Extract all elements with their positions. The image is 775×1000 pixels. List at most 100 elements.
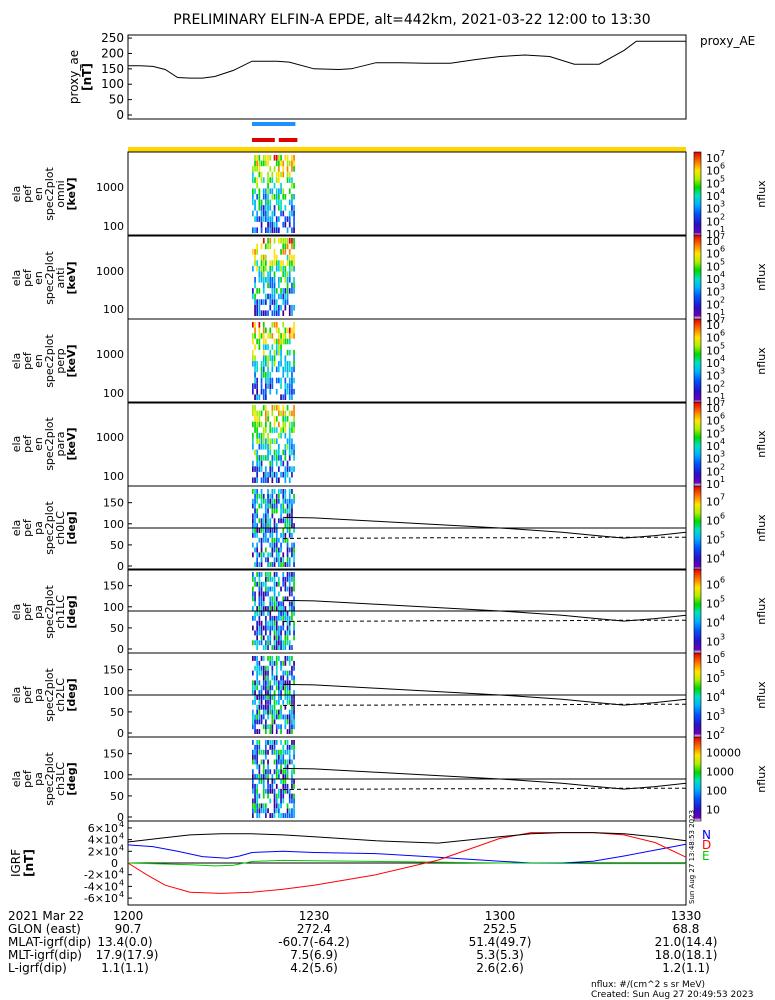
spectrogram-cell (280, 471, 282, 478)
energy-panel-anti: ela pef en spec2plot anti [keV] 1000 100 (10, 234, 687, 320)
spectrogram-cell (271, 460, 274, 467)
spectrogram-cell (284, 724, 287, 730)
spectrogram-cell (269, 690, 272, 695)
spectrogram-cell (258, 769, 261, 775)
pa-ytick-label: 0 (117, 643, 124, 656)
spectrogram-cell (280, 513, 282, 519)
spectrogram-cell (280, 680, 282, 686)
spectrogram-cell (267, 611, 269, 616)
spectrogram-cell (262, 299, 265, 305)
spectrogram-cell (258, 155, 261, 161)
spectrogram-cell (293, 576, 295, 582)
spectrogram-cell (288, 562, 291, 567)
spectrogram-cell (254, 729, 256, 734)
spectrogram-cell (286, 508, 289, 514)
spectrogram-cell (262, 645, 265, 650)
spectrogram-cell (258, 665, 261, 671)
colorbar-tick-label: 10 (706, 311, 720, 324)
spectrogram-cell (273, 503, 276, 509)
footer-val: 21.0(14.4) (655, 935, 718, 949)
spectrogram-cell (278, 405, 280, 411)
pa-ylabel-4: spec2plot (43, 668, 56, 722)
spectrogram-cell (271, 293, 274, 300)
spectrogram-cell (284, 774, 287, 779)
spectrogram-cell (267, 221, 269, 228)
spectrogram-cell (288, 377, 291, 384)
spectrogram-cell (275, 523, 278, 528)
spectrogram-cell (284, 432, 287, 439)
igrf-ytick-label: -2×10 (84, 869, 118, 882)
spectrogram-cell (282, 528, 285, 533)
spectrogram-cell (280, 155, 282, 161)
spectrogram-cell (269, 740, 272, 745)
spectrogram-cell (256, 523, 258, 528)
spectrogram-cell (260, 670, 263, 676)
spectrogram-cell (252, 477, 254, 483)
spectrogram-cell (286, 271, 289, 277)
spectrogram-cell (278, 759, 280, 765)
spectrogram-cell (293, 349, 295, 356)
spectrogram-cell (288, 670, 291, 676)
spectrogram-cell (282, 405, 285, 411)
spectrogram-cell (252, 640, 254, 646)
spectrogram-cell (284, 586, 287, 592)
spectrogram-cell (282, 670, 285, 676)
colorbar-tick-exponent: 4 (720, 614, 725, 623)
spectrogram-cell (269, 744, 272, 750)
spectrogram-cell (269, 523, 272, 528)
spectrogram-cell (271, 322, 274, 328)
spectrogram-cell (275, 503, 278, 509)
spectrogram-cell (278, 808, 280, 814)
spectrogram-cell (267, 182, 269, 189)
spectrogram-cell (256, 788, 258, 794)
spectrogram-cell (254, 774, 256, 779)
colorbar-tick-label: 10 (706, 402, 720, 415)
spectrogram-cell (275, 171, 278, 178)
spectrogram-cell (288, 680, 291, 686)
colorbar-tick-exponent: 3 (720, 283, 725, 292)
spectrogram-cell (254, 615, 256, 621)
colorbar-tick-label: 10 (706, 273, 720, 286)
spectrogram-cell (269, 685, 272, 691)
spectrogram-cell (252, 503, 254, 509)
spectrogram-cell (288, 615, 291, 621)
spectrogram-cell (256, 471, 258, 478)
spectrogram-cell (258, 704, 261, 710)
spectrogram-cell (254, 719, 256, 725)
spectrogram-cell (269, 635, 272, 641)
spectrogram-cell (256, 288, 258, 294)
spectrogram-cell (273, 803, 276, 809)
spectrogram-cell (262, 680, 265, 686)
spectrogram-cell (288, 729, 291, 734)
spectrogram-cell (267, 416, 269, 422)
spectrogram-cell (278, 685, 280, 691)
spectrogram-cell (256, 670, 258, 676)
spectrogram-cell (288, 199, 291, 206)
spectrogram-cell (284, 327, 287, 334)
spectrogram-cell (252, 355, 254, 361)
spectrogram-cell (288, 581, 291, 587)
footer-units: nflux: #/(cm^2 s sr MeV) (591, 980, 705, 990)
spectrogram-cell (269, 265, 272, 272)
spectrogram-cell (256, 394, 258, 400)
spectrogram-cell (269, 630, 272, 636)
spectrogram-cell (258, 714, 261, 720)
spectrogram-cell (269, 299, 272, 305)
spectrogram-cell (286, 471, 289, 478)
spectrogram-cell (256, 194, 258, 200)
spectrogram-cell (254, 690, 256, 695)
spectrogram-cell (288, 394, 291, 400)
spectrogram-cell (271, 265, 274, 272)
spectrogram-cell (265, 670, 267, 676)
colorbar-tick-label: 10 (706, 579, 720, 592)
spectrogram-cell (265, 277, 267, 283)
spectrogram-cell (288, 466, 291, 472)
spectrogram-cell (291, 166, 293, 172)
spectrogram-cell (293, 304, 295, 311)
spectrogram-cell (282, 581, 285, 587)
spectrogram-cell (267, 438, 269, 444)
spectrogram-cell (282, 779, 285, 784)
spectrogram-cell (252, 293, 254, 300)
spectrogram-cell (293, 665, 295, 671)
